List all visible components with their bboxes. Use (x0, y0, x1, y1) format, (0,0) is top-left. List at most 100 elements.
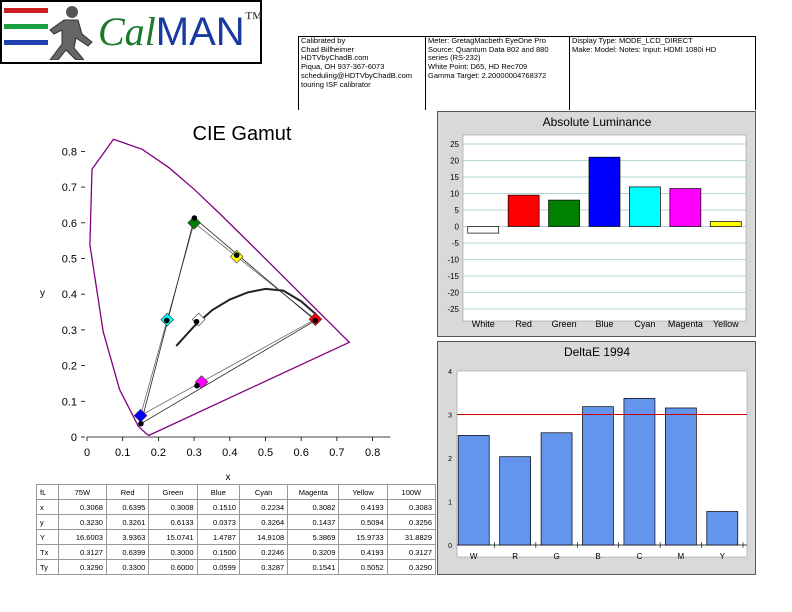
deltae-x-tick-label: R (512, 552, 518, 561)
table-header: Red (105, 484, 150, 500)
table-cell: 15.9733 (338, 529, 388, 545)
table-cell: 0.3290 (386, 559, 437, 575)
table-row: Ty 0.3290 0.3300 0.6000 0.0599 0.3287 0.1541 0.… (36, 559, 437, 575)
table-cell: 14.9108 (238, 529, 289, 545)
deltae-y-tick-label: 2 (448, 456, 452, 463)
luminance-y-tick-label: -5 (452, 239, 460, 248)
table-cell: 0.1541 (287, 559, 340, 575)
deltae-bar (623, 398, 656, 546)
meter-line: Meter: GretagMacbeth EyeOne Pro (428, 36, 546, 45)
table-cell: 0.3287 (238, 559, 289, 575)
table-row: Y 16.6003 3.9363 15.0741 1.4787 14.9108 5.3869… (36, 529, 437, 545)
luminance-bar (629, 186, 661, 227)
luminance-bar (548, 199, 580, 227)
table-cell: 1.4787 (196, 529, 240, 545)
table-cell: 0.6000 (148, 559, 198, 575)
logo-wordmark: CalMAN™ (98, 8, 262, 55)
luminance-bar (588, 156, 621, 227)
cal-line: touring ISF calibrator (301, 79, 371, 89)
measured-point (163, 317, 170, 324)
table-cell: 0.0599 (196, 559, 240, 575)
spectral-locus-outline (89, 138, 351, 436)
table-row-label: Ty (36, 559, 59, 575)
luminance-y-tick-label: 20 (450, 157, 459, 166)
cal-line: HDTVbyChadB.com (301, 53, 369, 63)
table-cell: 0.6399 (105, 544, 150, 560)
luminance-x-tick-label: Red (515, 319, 532, 329)
table-header: Cyan (238, 484, 289, 500)
table-cell: 0.3256 (386, 514, 437, 530)
deltae-x-tick-label: C (637, 552, 643, 561)
table-header-row: fL 75W Red Green Blue Cyan Magenta Yello… (36, 484, 437, 500)
table-cell: 0.5094 (338, 514, 388, 530)
deltae-x-tick-label: B (595, 552, 600, 561)
runner-logo-icon (4, 6, 93, 60)
cal-line: Piqua, OH 937-367-6073 (301, 62, 385, 72)
table-cell: 5.3869 (287, 529, 340, 545)
cie-xlabel: x (226, 472, 231, 483)
table-cell: 0.3008 (148, 499, 198, 515)
table-cell: 0.1510 (196, 499, 240, 515)
cie-y-tick-label: 0 (71, 432, 77, 444)
cie-x-tick-label: 0.1 (115, 447, 130, 459)
luminance-y-tick-label: 10 (450, 190, 459, 199)
measured-point (193, 318, 200, 325)
luminance-bar (709, 221, 742, 227)
calman-logo: CalMAN™ (0, 0, 262, 64)
table-cell: 31.8829 (386, 529, 437, 545)
target-point (133, 408, 148, 423)
deltae-y-tick-label: 1 (448, 500, 452, 507)
cie-title: CIE Gamut (193, 123, 292, 145)
deltae-title: DeltaE 1994 (564, 345, 630, 359)
deltae-bar (706, 511, 739, 546)
table-header: Magenta (287, 484, 340, 500)
table-cell: 15.0741 (148, 529, 198, 545)
table-cell: 0.3290 (57, 559, 107, 575)
cie-y-tick-label: 0.5 (62, 254, 77, 266)
luminance-bar (507, 194, 540, 227)
cie-x-tick-label: 0.2 (151, 447, 166, 459)
table-row-label: Tx (36, 544, 59, 560)
table-cell: 0.1437 (287, 514, 340, 530)
deltae-bar (665, 407, 697, 546)
luminance-y-tick-label: -20 (447, 289, 459, 298)
table-header: Yellow (338, 484, 388, 500)
measurement-table: fL 75W Red Green Blue Cyan Magenta Yello… (36, 484, 437, 575)
table-cell: 0.2246 (238, 544, 289, 560)
luminance-x-tick-label: Magenta (668, 319, 703, 329)
table-cell: 0.5052 (338, 559, 388, 575)
table-header: 100W (386, 484, 437, 500)
cie-y-tick-label: 0.1 (62, 396, 77, 408)
table-cell: 16.6003 (57, 529, 107, 545)
meter-line: White Point: D65, HD Rec709 (428, 62, 528, 72)
deltae-bar (582, 406, 614, 546)
deltae-bar (499, 456, 531, 546)
measured-point (233, 252, 240, 258)
measured-point (312, 317, 319, 324)
table-cell: 0.3300 (105, 559, 150, 575)
display-line: Display Type: MODE_LCD_DIRECT (572, 36, 693, 45)
cie-ylabel: y (40, 288, 45, 299)
table-cell: 0.1500 (196, 544, 240, 560)
table-cell: 0.3209 (287, 544, 340, 560)
target-point (191, 312, 206, 327)
table-row: x 0.3068 0.6395 0.3008 0.1510 0.2234 0.3082 0.4… (36, 499, 437, 515)
luminance-y-tick-label: 15 (450, 173, 459, 182)
table-header: 75W (57, 484, 107, 500)
luminance-bar (467, 226, 500, 234)
luminance-x-tick-label: Yellow (713, 319, 739, 329)
table-cell: 0.3230 (57, 514, 107, 530)
luminance-y-tick-label: -10 (447, 256, 459, 265)
cie-x-tick-label: 0.3 (186, 447, 201, 459)
table-header: Green (148, 484, 198, 500)
table-row: Tx 0.3127 0.6399 0.3000 0.1500 0.2246 0.3209 0.… (36, 544, 437, 560)
deltae-bar (457, 435, 490, 546)
deltae-x-tick-label: Y (720, 552, 726, 561)
measured-point (138, 420, 144, 427)
cie-y-tick-label: 0.3 (62, 325, 77, 337)
deltae-1994-chart: DeltaE 1994 4 3 2 1 0 W R G B C M Y (448, 345, 748, 561)
luminance-y-tick-label: 25 (450, 140, 459, 149)
table-cell: 0.3082 (287, 499, 340, 515)
table-cell: 0.3264 (238, 514, 289, 530)
cie-x-tick-label: 0.4 (222, 447, 237, 459)
